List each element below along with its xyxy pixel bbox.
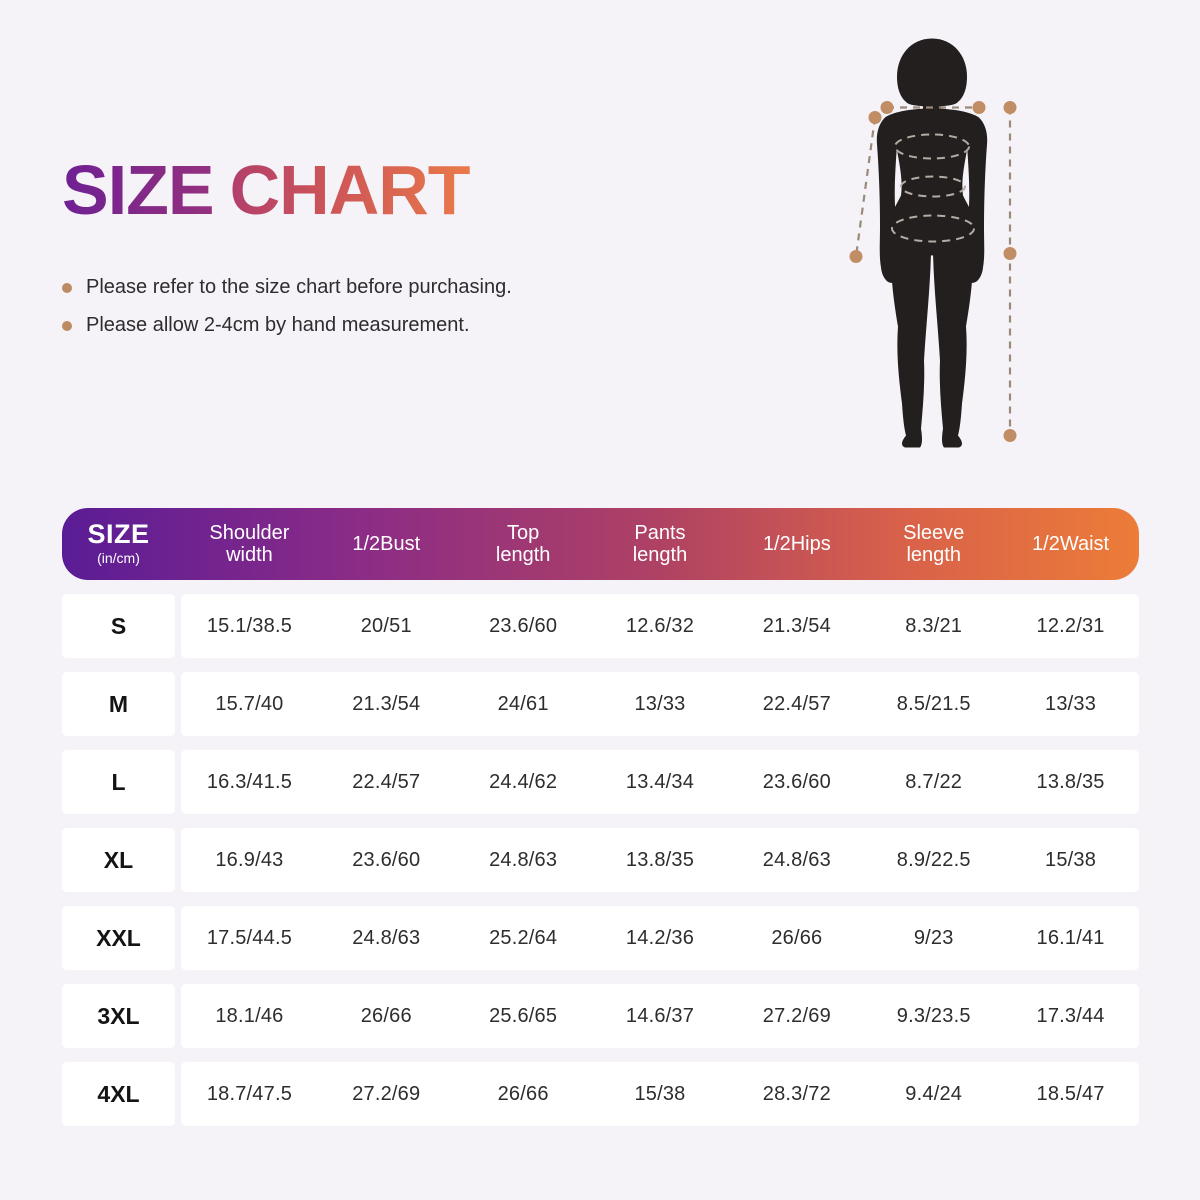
measurement-cell: 12.6/32: [591, 594, 729, 658]
table-body: S 15.1/38.5 20/51 23.6/60 12.6/32 21.3/54 8.3/…: [62, 594, 1139, 1126]
measurement-cell: 16.3/41.5: [181, 750, 318, 814]
female-body-silhouette-icon: [849, 38, 1017, 448]
measurement-cell: 17.5/44.5: [181, 906, 318, 970]
measurement-cell: 24/61: [454, 672, 592, 736]
measurement-cell: 8.7/22: [865, 750, 1003, 814]
header-cell-half-waist: 1/2Waist: [1032, 532, 1110, 555]
measurement-cell: 21.3/54: [317, 672, 455, 736]
table-row: XL 16.9/43 23.6/60 24.8/63 13.8/35 24.8/63 8.9…: [62, 828, 1139, 892]
measurement-cell: 13.8/35: [1002, 750, 1139, 814]
measurement-cell: 15/38: [1002, 828, 1139, 892]
measurement-cell: 24.4/62: [454, 750, 592, 814]
measurement-cell: 23.6/60: [317, 828, 455, 892]
hips-measure-ellipse: [891, 214, 975, 243]
measurement-cell: 18.7/47.5: [181, 1062, 318, 1126]
measurement-cell: 13.4/34: [591, 750, 729, 814]
measurement-cell: 23.6/60: [728, 750, 866, 814]
measurement-cell: 26/66: [728, 906, 866, 970]
measurement-cell: 8.3/21: [865, 594, 1003, 658]
measurement-cell: 15.1/38.5: [181, 594, 318, 658]
table-row: 4XL 18.7/47.5 27.2/69 26/66 15/38 28.3/72 9.4/…: [62, 1062, 1139, 1126]
measurement-cell: 22.4/57: [728, 672, 866, 736]
sleeve-length-measure-line: [854, 117, 877, 257]
bullet-dot-icon: [62, 282, 72, 293]
note-text: Please allow 2-4cm by hand measurement.: [86, 314, 470, 336]
measurement-cell: 13/33: [591, 672, 729, 736]
header-cell-half-hips: 1/2Hips: [762, 532, 831, 555]
size-unit-label: (in/cm): [97, 550, 140, 567]
measurement-cell: 13/33: [1002, 672, 1139, 736]
measurement-cell: 27.2/69: [317, 1062, 455, 1126]
size-label-cell: XXL: [62, 906, 175, 970]
table-row: M 15.7/40 21.3/54 24/61 13/33 22.4/57 8.5/21.5…: [62, 672, 1139, 736]
header-cell-size: SIZE (in/cm): [62, 521, 175, 567]
measurement-cell: 8.9/22.5: [865, 828, 1003, 892]
measurement-cell: 20/51: [317, 594, 455, 658]
note-item: Please refer to the size chart before pu…: [62, 276, 512, 299]
title-word-size: SIZE: [62, 151, 215, 229]
header-cell-half-bust: 1/2Bust: [352, 532, 421, 555]
header-cell-sleeve-length: Sleeve length: [903, 521, 965, 566]
measurement-cell: 25.2/64: [454, 906, 592, 970]
measurement-cell: 24.8/63: [317, 906, 455, 970]
body-measurement-figure: [820, 16, 1080, 481]
measurement-cell: 18.5/47: [1002, 1062, 1139, 1126]
size-label-cell: 4XL: [62, 1062, 175, 1126]
header-cell-pants-length: Pants length: [632, 521, 688, 566]
measurement-cell: 14.6/37: [591, 984, 729, 1048]
measurement-cell: 28.3/72: [728, 1062, 866, 1126]
bust-measure-ellipse: [894, 133, 970, 160]
measurement-cell: 9.4/24: [865, 1062, 1003, 1126]
note-item: Please allow 2-4cm by hand measurement.: [62, 314, 512, 337]
measurement-cell: 24.8/63: [728, 828, 866, 892]
measurement-cell: 14.2/36: [591, 906, 729, 970]
bullet-dot-icon: [62, 320, 72, 331]
note-list: Please refer to the size chart before pu…: [62, 276, 512, 352]
table-row: S 15.1/38.5 20/51 23.6/60 12.6/32 21.3/54 8.3/…: [62, 594, 1139, 658]
measurement-cell: 22.4/57: [317, 750, 455, 814]
note-text: Please refer to the size chart before pu…: [86, 276, 512, 298]
measurement-cell: 21.3/54: [728, 594, 866, 658]
measure-endpoint-dots: [849, 101, 1017, 442]
measurement-cell: 13.8/35: [591, 828, 729, 892]
size-label-cell: L: [62, 750, 175, 814]
size-table: SIZE (in/cm) Shoulder width 1/2Bust Top …: [62, 508, 1139, 1126]
measurement-cell: 27.2/69: [728, 984, 866, 1048]
header-cell-shoulder-width: Shoulder width: [209, 521, 290, 566]
measurement-cell: 26/66: [454, 1062, 592, 1126]
table-header-row: SIZE (in/cm) Shoulder width 1/2Bust Top …: [62, 508, 1139, 580]
size-label-cell: M: [62, 672, 175, 736]
body-silhouette: [876, 38, 988, 448]
measurement-cell: 12.2/31: [1002, 594, 1139, 658]
measurement-cell: 26/66: [317, 984, 455, 1048]
measurement-cell: 16.9/43: [181, 828, 318, 892]
waist-measure-ellipse: [900, 175, 966, 198]
header-cell-top-length: Top length: [495, 521, 551, 566]
measurement-cell: 18.1/46: [181, 984, 318, 1048]
size-label-cell: XL: [62, 828, 175, 892]
page-title: SIZE CHART: [62, 155, 471, 225]
measurement-cell: 23.6/60: [454, 594, 592, 658]
measurement-cell: 15.7/40: [181, 672, 318, 736]
table-row: 3XL 18.1/46 26/66 25.6/65 14.6/37 27.2/69 9.3/…: [62, 984, 1139, 1048]
size-label-cell: 3XL: [62, 984, 175, 1048]
size-header-label: SIZE: [87, 519, 150, 550]
measurement-cell: 24.8/63: [454, 828, 592, 892]
table-row: L 16.3/41.5 22.4/57 24.4/62 13.4/34 23.6/60 8.…: [62, 750, 1139, 814]
measurement-cell: 17.3/44: [1002, 984, 1139, 1048]
measurement-cell: 25.6/65: [454, 984, 592, 1048]
measurement-cell: 9.3/23.5: [865, 984, 1003, 1048]
measurement-cell: 16.1/41: [1002, 906, 1139, 970]
measurement-cell: 9/23: [865, 906, 1003, 970]
size-label-cell: S: [62, 594, 175, 658]
measurement-cell: 8.5/21.5: [865, 672, 1003, 736]
measurement-cell: 15/38: [591, 1062, 729, 1126]
title-word-chart: CHART: [229, 151, 471, 229]
table-row: XXL 17.5/44.5 24.8/63 25.2/64 14.2/36 26/66 9/…: [62, 906, 1139, 970]
